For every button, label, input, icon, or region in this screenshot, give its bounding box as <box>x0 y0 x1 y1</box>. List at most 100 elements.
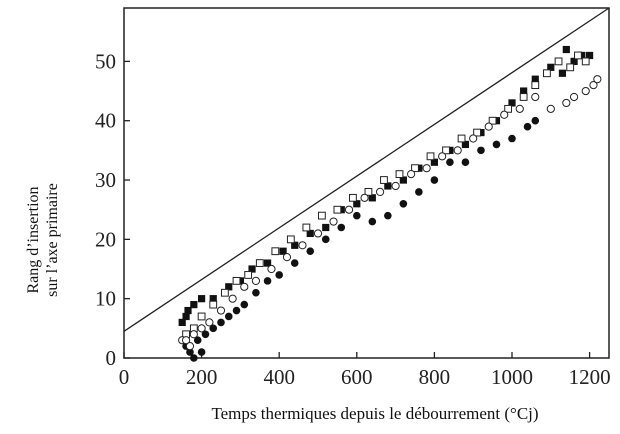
series-filled-square <box>178 45 594 327</box>
data-point <box>216 306 226 315</box>
data-point <box>252 288 260 297</box>
data-point <box>197 348 206 356</box>
x-tick-label: 1000 <box>491 365 533 389</box>
series-open-square <box>182 51 590 339</box>
data-point <box>384 182 392 190</box>
data-point <box>275 271 284 279</box>
data-point <box>547 63 555 71</box>
data-point <box>554 57 563 66</box>
reference-line <box>123 7 610 332</box>
data-point <box>209 295 217 303</box>
x-tick-label: 600 <box>341 365 373 389</box>
data-point <box>232 276 241 285</box>
data-point <box>232 306 241 315</box>
x-tick-label: 200 <box>186 365 218 389</box>
data-point <box>543 69 551 78</box>
data-point <box>198 295 206 303</box>
data-point <box>581 86 590 96</box>
data-point <box>558 69 567 77</box>
data-point <box>430 176 439 184</box>
y-tick-label: 30 <box>95 168 116 192</box>
data-point <box>469 134 478 143</box>
data-point <box>488 116 497 125</box>
y-axis-ticks: 0 10 20 30 40 50 <box>95 49 130 370</box>
data-point <box>477 146 485 155</box>
data-point <box>322 223 330 232</box>
data-point <box>255 259 264 267</box>
data-point <box>589 81 598 90</box>
data-point <box>290 259 299 267</box>
y-tick-label: 20 <box>95 227 116 251</box>
x-tick-label: 400 <box>263 365 295 389</box>
data-point <box>205 318 214 327</box>
data-point <box>569 92 579 102</box>
data-point <box>279 247 287 255</box>
data-point <box>298 241 307 250</box>
y-tick-label: 10 <box>95 287 116 311</box>
data-point <box>333 205 342 214</box>
data-point <box>201 330 210 339</box>
data-point <box>344 205 354 214</box>
data-point <box>581 57 590 66</box>
data-point <box>504 104 513 113</box>
data-point <box>531 92 540 102</box>
y-axis-label: Rang d’insertion sur l’axe primaire <box>8 110 78 370</box>
data-point <box>217 318 225 327</box>
data-point <box>360 193 369 202</box>
data-point <box>422 164 431 173</box>
data-point <box>531 81 540 90</box>
data-point <box>562 45 570 54</box>
data-point <box>438 152 447 161</box>
data-point <box>457 134 466 143</box>
data-point <box>395 170 404 179</box>
data-point <box>461 158 470 167</box>
data-point <box>306 229 314 238</box>
data-point <box>375 187 385 196</box>
data-point <box>546 104 555 113</box>
data-point <box>190 354 198 362</box>
data-point <box>574 51 582 60</box>
data-point <box>399 176 407 184</box>
data-point <box>353 211 361 220</box>
data-point <box>500 110 509 119</box>
data-point <box>473 128 481 137</box>
data-point <box>209 300 218 309</box>
data-point <box>225 283 233 291</box>
data-point <box>337 223 346 232</box>
series-open-circle <box>178 75 602 351</box>
data-point <box>415 188 423 196</box>
y-tick-label: 0 <box>106 346 117 370</box>
x-axis-ticks: 0 200 400 600 800 1000 1200 <box>119 352 611 389</box>
data-point <box>380 176 388 184</box>
data-point <box>531 75 539 83</box>
data-point <box>185 342 195 351</box>
data-point <box>399 199 408 208</box>
x-axis-label: Temps thermiques depuis le débourrement … <box>211 404 539 423</box>
y-axis-label-line-2: sur l’axe primaire <box>44 183 61 297</box>
data-point <box>186 348 194 356</box>
x-tick-label: 800 <box>419 365 451 389</box>
data-point <box>508 99 516 107</box>
data-point <box>251 276 261 285</box>
data-point <box>182 312 190 321</box>
data-point <box>267 264 276 274</box>
data-point <box>291 241 299 249</box>
data-point <box>368 217 377 226</box>
data-point <box>228 294 237 303</box>
data-point <box>313 229 323 238</box>
data-point <box>453 146 462 155</box>
data-point <box>492 140 501 149</box>
data-point <box>407 170 416 179</box>
data-point <box>197 324 206 333</box>
data-point <box>391 181 400 191</box>
data-point <box>349 193 357 202</box>
data-point <box>593 75 602 84</box>
data-point <box>244 271 253 279</box>
data-point <box>271 247 280 256</box>
data-point <box>430 158 438 166</box>
data-point <box>190 301 198 309</box>
data-point <box>240 282 249 291</box>
data-point <box>461 140 470 149</box>
data-point <box>508 134 516 143</box>
data-point <box>306 247 315 256</box>
